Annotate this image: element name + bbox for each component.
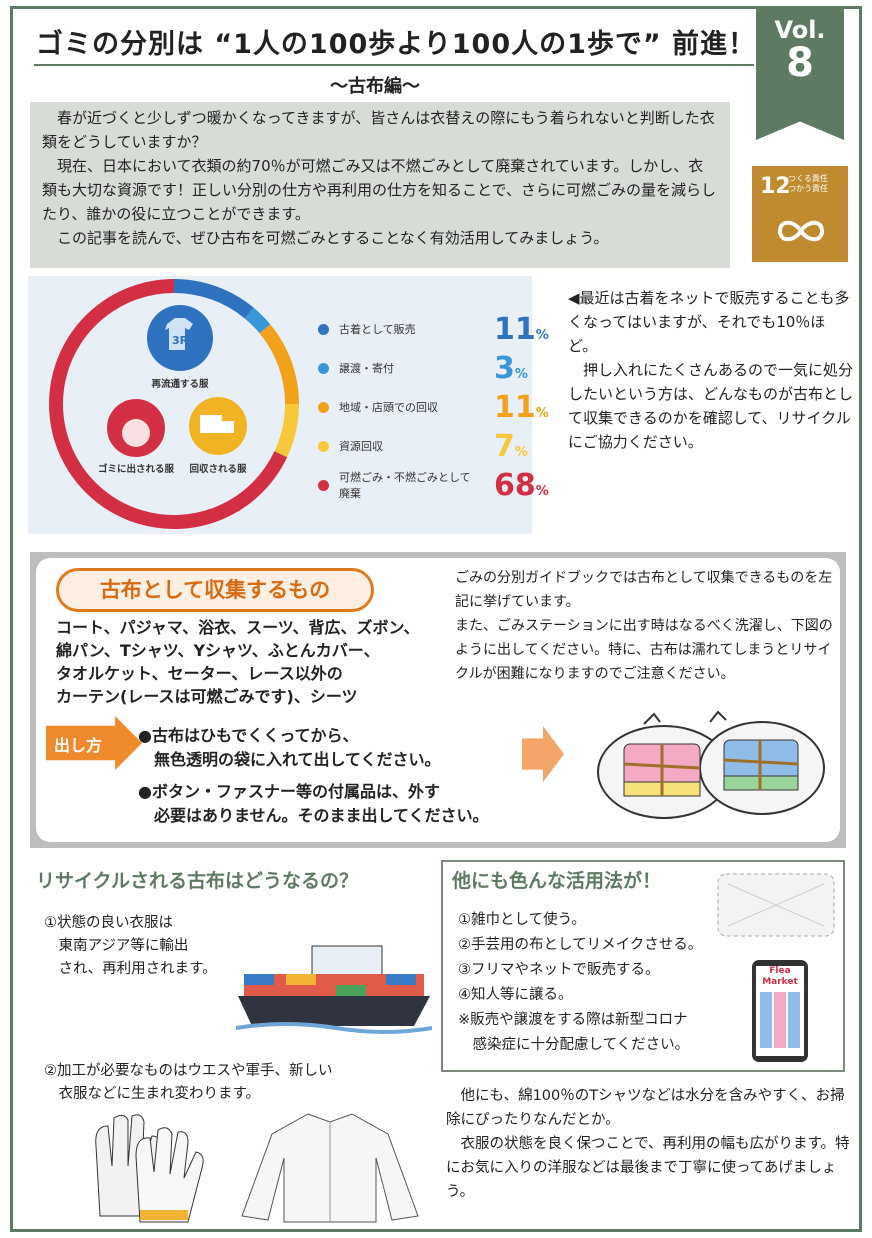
legend-label: 地域・店頭での回収	[339, 401, 438, 414]
legend-value: 11%	[494, 389, 549, 425]
other-uses-heading: 他にも色んな活用法が！	[452, 870, 662, 892]
legend-dot	[318, 323, 329, 335]
legend-label: 譲渡・寄付	[339, 362, 394, 375]
title-rule	[34, 64, 754, 66]
legend-row: 可燃ごみ・不燃ごみとして廃棄 68%	[318, 468, 549, 503]
side-note: ◀最近は古着をネットで販売することも多くなってはいますが、それでも10％ほど。 …	[568, 286, 854, 454]
legend-dot	[318, 479, 329, 491]
use-item: ④知人等に譲る。	[458, 987, 573, 1003]
flea-market-text: Flea	[769, 966, 791, 976]
legend-value: 7%	[494, 428, 528, 464]
page-border	[10, 6, 862, 1232]
intro-paragraph: この記事を読んで、ぜひ古布を可燃ごみとすることなく有効活用してみましょう。	[42, 229, 609, 247]
page-subtitle: ～古布編～	[330, 76, 420, 97]
intro-box: 春が近づくと少しずつ暖かくなってきますが、皆さんは衣替えの際にもう着られないと判…	[30, 102, 730, 268]
clothing-disposal-chart: 3R 再流通する服 ゴミに出される服 回収される服 古着として販売 11% 譲渡・寄…	[28, 276, 549, 534]
legend-value: 3%	[494, 350, 528, 386]
closing-paragraph: 他にも、綿100％のTシャツなどは水分を含みやすく、お掃除にぴったりなんだとか。	[446, 1088, 845, 1128]
donut-slice	[173, 279, 254, 319]
donut-slice	[49, 279, 288, 529]
legend-row: 資源回収 7%	[318, 429, 528, 464]
collect-heading: 古布として収集するもの	[56, 568, 374, 612]
how-to-dispose-label: 出し方	[54, 736, 103, 755]
recycle-heading: リサイクルされる古布はどうなるの？	[36, 870, 359, 892]
legend-row: 古着として販売 11%	[318, 312, 549, 347]
legend-value: 11%	[494, 311, 549, 347]
tied-clothes-bags-illustration	[597, 710, 825, 819]
side-note-paragraph: 押し入れにたくさんあるので一気に処分したいという方は、どんなものが古布として収集…	[568, 361, 854, 451]
volume-ribbon: Vol. 8	[756, 8, 844, 140]
other-uses-list: ①雑巾として使う。 ②手芸用の布としてリメイクさせる。 ③フリマやネットで販売す…	[458, 908, 758, 1058]
other-uses-box	[441, 860, 845, 1072]
sdg-number: 12	[760, 174, 791, 199]
legend-label: 資源回収	[339, 440, 383, 453]
page-title: ゴミの分別は “1人の100歩より100人の1歩で” 前進！	[36, 29, 757, 60]
infinity-icon	[777, 220, 825, 242]
guide-paragraph: ごみの分別ガイドブックでは古布として収集できるものを左記に挙げています。	[455, 570, 833, 610]
donut-slice	[274, 403, 299, 458]
icon-label-reuse: 再流通する服	[151, 378, 209, 390]
shirt-illustration	[241, 1113, 419, 1223]
legend-label: 可燃ごみ・不燃ごみとして廃棄	[339, 471, 471, 500]
side-note-paragraph: ◀最近は古着をネットで販売することも多くなってはいますが、それでも10％ほど。	[568, 289, 850, 355]
use-note: 感染症に十分配慮してください。	[458, 1037, 690, 1053]
rule-item: ●古布はひもでくくってから、 無色透明の袋に入れて出してください。	[138, 726, 441, 769]
recycle-export-text: ①状態の良い衣服は 東南アジア等に輸出 され、再利用されます。	[44, 915, 217, 977]
icon-label-trash: ゴミに出される服	[98, 463, 175, 475]
donut-chart: 3R 再流通する服 ゴミに出される服 回収される服	[49, 279, 299, 529]
legend-label: 古着として販売	[339, 323, 416, 336]
guide-paragraph: また、ごみステーションに出す時はなるべく洗濯し、下図のように出してください。特に…	[455, 618, 833, 682]
shirt-icon	[165, 318, 193, 350]
garbage-bag-icon	[122, 419, 150, 447]
collect-item-line: コート、パジャマ、浴衣、スーツ、背広、ズボン、	[56, 618, 420, 637]
sdg-12-badge: 12 つくる責任 つかう責任	[752, 166, 848, 262]
work-gloves-illustration	[95, 1114, 204, 1223]
legend-dot	[318, 401, 329, 413]
collect-items: コート、パジャマ、浴衣、スーツ、背広、ズボン、 綿パン、Tシャツ、Yシャツ、ふと…	[56, 616, 446, 708]
intro-paragraph: 春が近づくと少しずつ暖かくなってきますが、皆さんは衣替えの際にもう着られないと判…	[42, 109, 715, 151]
icon-label-collection: 回収される服	[189, 463, 247, 475]
closing-paragraph: 衣服の状態を良く保つことで、再利用の幅も広がります。特にお気に入りの洋服などは最…	[446, 1136, 850, 1200]
collect-guide-text: ごみの分別ガイドブックでは古布として収集できるものを左記に挙げています。 また、…	[455, 566, 835, 686]
vol-label: Vol.	[774, 16, 826, 44]
use-note: ※販売や譲渡をする際は新型コロナ	[458, 1012, 688, 1028]
legend-row: 地域・店頭での回収 11%	[318, 390, 549, 425]
vol-number: 8	[786, 40, 814, 86]
use-item: ②手芸用の布としてリメイクさせる。	[458, 937, 703, 953]
legend-value: 68%	[494, 467, 549, 503]
intro-paragraph: 現在、日本において衣類の約70％が可燃ごみ又は不燃ごみとして廃棄されています。し…	[42, 157, 716, 223]
truck-icon	[200, 415, 222, 433]
use-item: ①雑巾として使う。	[458, 912, 586, 928]
cargo-ship-illustration	[236, 945, 432, 1034]
legend-row: 譲渡・寄付 3%	[318, 351, 528, 386]
recycle-process-text: ②加工が必要なものはウエスや軍手、新しい 衣服などに生まれ変わります。	[44, 1063, 333, 1102]
collect-item-line: カーテン(レースは可燃ごみです)、シーツ	[56, 687, 358, 706]
collect-item-line: 綿パン、Tシャツ、Yシャツ、ふとんカバー、	[56, 641, 380, 660]
flea-market-text: Market	[762, 977, 798, 987]
closing-text: 他にも、綿100％のTシャツなどは水分を含みやすく、お掃除にぴったりなんだとか。…	[446, 1084, 850, 1204]
how-to-dispose-rules: ●古布はひもでくくってから、 無色透明の袋に入れて出してください。 ●ボタン・フ…	[138, 724, 558, 836]
smartphone-icon: Flea Market	[752, 960, 808, 1062]
legend-dot	[318, 440, 329, 452]
3r-icon-text: 3R	[172, 334, 189, 347]
rag-cloth-illustration	[717, 873, 835, 937]
legend-dot	[318, 362, 329, 374]
donut-slice	[244, 307, 271, 334]
donut-slice	[259, 324, 299, 405]
collect-item-line: タオルケット、セーター、レース以外の	[56, 664, 343, 683]
rule-item: ●ボタン・ファスナー等の付属品は、外す 必要はありません。そのまま出してください…	[138, 782, 489, 825]
sdg-caption: つくる責任 つかう責任	[788, 174, 828, 193]
use-item: ③フリマやネットで販売する。	[458, 962, 660, 978]
